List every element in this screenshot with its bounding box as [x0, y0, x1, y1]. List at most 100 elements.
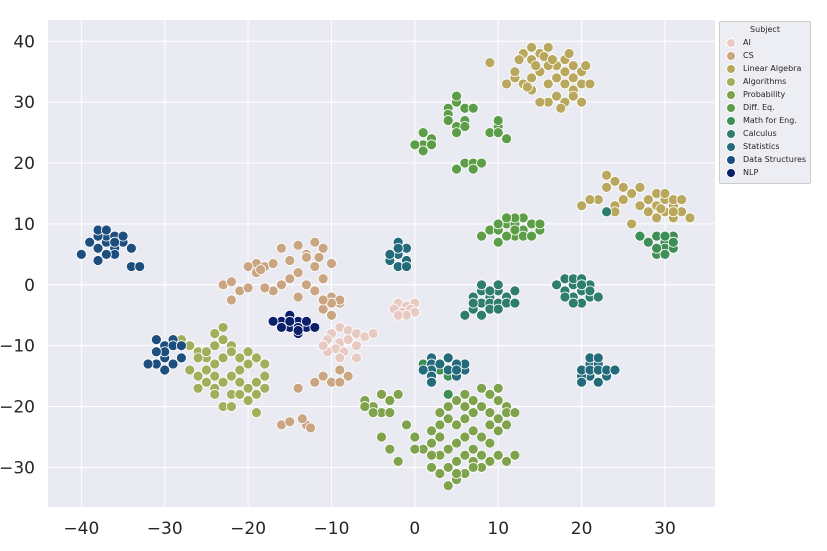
- legend-entry-statistics: Statistics: [720, 140, 810, 153]
- point-linear-algebra: [601, 182, 613, 193]
- point-cs: [226, 276, 237, 288]
- legend-entry-probability: Probability: [720, 88, 810, 101]
- x-tick-label: 20: [571, 519, 593, 539]
- point-cs: [284, 255, 296, 266]
- point-linear-algebra: [609, 175, 621, 187]
- point-linear-algebra: [534, 96, 546, 108]
- point-algorithms: [217, 322, 229, 333]
- point-linear-algebra: [601, 169, 613, 181]
- point-cs: [301, 252, 312, 263]
- point-algorithms: [192, 370, 204, 382]
- point-ai: [351, 352, 362, 364]
- legend-label: NLP: [743, 168, 759, 177]
- point-linear-algebra: [559, 66, 571, 78]
- point-data-structures: [134, 261, 146, 272]
- point-calculus: [509, 297, 521, 309]
- legend-label: Algorithms: [743, 77, 787, 86]
- point-linear-algebra: [530, 60, 542, 72]
- point-diff-eq: [451, 127, 462, 139]
- point-algorithms: [184, 364, 196, 376]
- point-algorithms: [242, 358, 254, 370]
- point-statistics: [609, 364, 621, 376]
- point-algorithms: [242, 346, 254, 358]
- point-data-structures: [92, 242, 104, 254]
- point-linear-algebra: [567, 90, 579, 102]
- point-algorithms: [259, 382, 271, 394]
- point-algorithms: [251, 388, 262, 400]
- point-cs: [309, 376, 321, 388]
- point-linear-algebra: [513, 54, 525, 65]
- point-probability: [442, 462, 454, 473]
- point-cs: [292, 267, 304, 279]
- legend-title: Subject: [750, 25, 780, 34]
- y-tick-label: −30: [0, 458, 35, 478]
- point-algorithms: [226, 401, 237, 412]
- point-statistics: [592, 352, 604, 364]
- y-tick-label: 30: [13, 93, 35, 113]
- point-cs: [292, 239, 304, 251]
- legend-marker: [726, 89, 736, 100]
- point-linear-algebra: [551, 72, 562, 84]
- grid-lines: [48, 20, 715, 507]
- point-algorithms: [251, 376, 262, 388]
- point-statistics: [434, 358, 446, 370]
- point-probability: [476, 449, 487, 461]
- point-calculus: [459, 309, 471, 321]
- legend-label: Linear Algebra: [743, 64, 802, 73]
- point-calculus: [476, 279, 487, 291]
- point-algorithms: [209, 358, 221, 370]
- legend-entry-linear-algebra: Linear Algebra: [720, 62, 810, 75]
- legend-label: CS: [743, 51, 754, 60]
- point-algorithms: [251, 407, 262, 419]
- point-probability: [426, 425, 437, 437]
- x-tick-label: −40: [63, 519, 99, 539]
- legend-marker: [726, 63, 736, 74]
- point-probability: [492, 395, 504, 406]
- point-cs: [309, 261, 321, 272]
- point-cs: [226, 294, 237, 306]
- point-diff-eq: [417, 127, 429, 139]
- point-probability: [434, 419, 446, 431]
- point-math-for-eng: [642, 236, 654, 248]
- y-tick-label: 40: [13, 32, 35, 52]
- point-cs: [292, 382, 304, 394]
- point-cs: [259, 282, 271, 294]
- point-linear-algebra: [626, 188, 638, 199]
- point-data-structures: [175, 352, 187, 364]
- point-cs: [242, 261, 254, 272]
- point-linear-algebra: [526, 41, 537, 53]
- point-linear-algebra: [547, 54, 558, 65]
- point-probability: [476, 431, 487, 443]
- point-probability: [467, 395, 479, 406]
- y-tick-label: 10: [13, 215, 35, 235]
- point-calculus: [551, 279, 562, 291]
- legend-entry-algorithms: Algorithms: [720, 75, 810, 88]
- point-data-structures: [92, 255, 104, 266]
- point-calculus: [476, 309, 487, 321]
- point-linear-algebra: [655, 203, 667, 215]
- y-tick-label: −10: [0, 337, 35, 357]
- x-tick-label: −20: [230, 519, 266, 539]
- point-linear-algebra: [484, 57, 496, 69]
- point-linear-algebra: [676, 194, 688, 205]
- point-linear-algebra: [501, 78, 512, 90]
- x-tick-label: 10: [487, 519, 509, 539]
- point-diff-eq: [417, 145, 429, 157]
- point-cs: [301, 279, 312, 291]
- point-algorithms: [226, 346, 237, 358]
- point-data-structures: [117, 230, 129, 242]
- point-calculus: [492, 279, 504, 291]
- point-linear-algebra: [576, 96, 587, 108]
- point-diff-eq: [476, 230, 487, 242]
- legend-marker: [726, 115, 736, 126]
- legend-label: Statistics: [743, 142, 780, 151]
- point-probability: [384, 407, 396, 419]
- point-linear-algebra: [626, 218, 638, 230]
- point-algorithms: [242, 382, 254, 394]
- point-probability: [509, 449, 521, 461]
- point-cs: [326, 309, 337, 321]
- point-probability: [492, 382, 504, 394]
- legend-label: Math for Eng.: [743, 116, 797, 125]
- point-linear-algebra: [584, 78, 596, 90]
